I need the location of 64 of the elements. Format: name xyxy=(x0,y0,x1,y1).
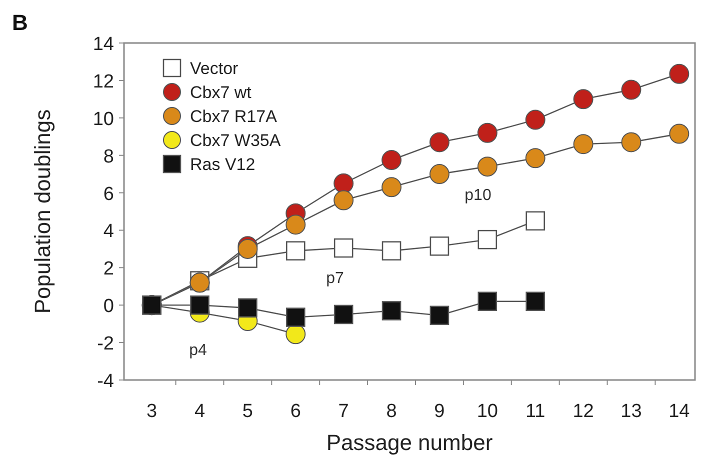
point xyxy=(478,292,498,312)
legend-label: Ras V12 xyxy=(190,155,256,174)
point xyxy=(429,132,450,152)
point xyxy=(286,214,306,235)
point xyxy=(621,132,642,152)
x-tick-label: 4 xyxy=(194,401,206,422)
x-tick-label: 11 xyxy=(525,401,546,422)
point xyxy=(334,238,354,258)
point xyxy=(525,110,546,130)
x-tick-label: 3 xyxy=(146,401,158,422)
annotation: p4 xyxy=(189,342,207,359)
point xyxy=(478,230,498,250)
y-tick-label: 4 xyxy=(103,221,114,242)
y-tick-label: 14 xyxy=(92,34,114,55)
text: B xyxy=(12,10,28,35)
point xyxy=(430,236,450,256)
y-tick-label: -4 xyxy=(97,371,114,392)
point xyxy=(526,292,545,312)
x-tick-label: 13 xyxy=(620,401,642,422)
y-axis-title: Population doublings xyxy=(30,109,55,314)
x-tick-label: 6 xyxy=(290,401,301,422)
x-tick-label: 7 xyxy=(338,401,349,422)
legend-label: Cbx7 R17A xyxy=(190,107,278,126)
point xyxy=(238,298,258,318)
y-tick-label: 8 xyxy=(103,146,114,168)
x-tick-label: 8 xyxy=(386,401,397,422)
y-tick-label: 0 xyxy=(103,296,114,318)
x-tick-label: 14 xyxy=(668,401,690,422)
y-tick-label: 2 xyxy=(103,258,114,280)
point xyxy=(286,241,306,260)
point xyxy=(190,295,210,315)
legend-label: Cbx7 wt xyxy=(190,83,252,102)
point xyxy=(477,122,498,143)
x-tick-label: 9 xyxy=(434,401,445,422)
x-tick-label: 10 xyxy=(476,401,498,422)
point xyxy=(621,80,642,100)
point xyxy=(334,173,354,194)
point xyxy=(669,124,690,144)
y-tick-label: 12 xyxy=(92,71,114,92)
y-tick-label: 10 xyxy=(92,108,114,130)
point xyxy=(286,308,306,327)
point xyxy=(430,306,450,326)
y-tick-label: -2 xyxy=(97,334,114,355)
point xyxy=(334,304,354,324)
point xyxy=(526,211,545,231)
y-tick-label: 6 xyxy=(103,184,114,205)
point xyxy=(573,134,594,154)
x-tick-label: 5 xyxy=(242,401,253,422)
point xyxy=(334,190,354,210)
point xyxy=(382,241,402,260)
x-axis-title: Passage number xyxy=(326,430,493,455)
legend-label: Vector xyxy=(190,59,239,78)
point xyxy=(477,156,498,177)
annotation: p7 xyxy=(326,270,344,287)
point xyxy=(669,64,690,84)
annotation: p10 xyxy=(464,187,492,204)
x-tick-label: 12 xyxy=(572,401,594,422)
point xyxy=(382,150,402,170)
legend-label: Cbx7 W35A xyxy=(190,131,282,150)
point xyxy=(429,164,450,184)
point xyxy=(525,148,546,168)
point xyxy=(382,301,402,320)
point xyxy=(382,177,402,198)
point xyxy=(573,89,594,110)
